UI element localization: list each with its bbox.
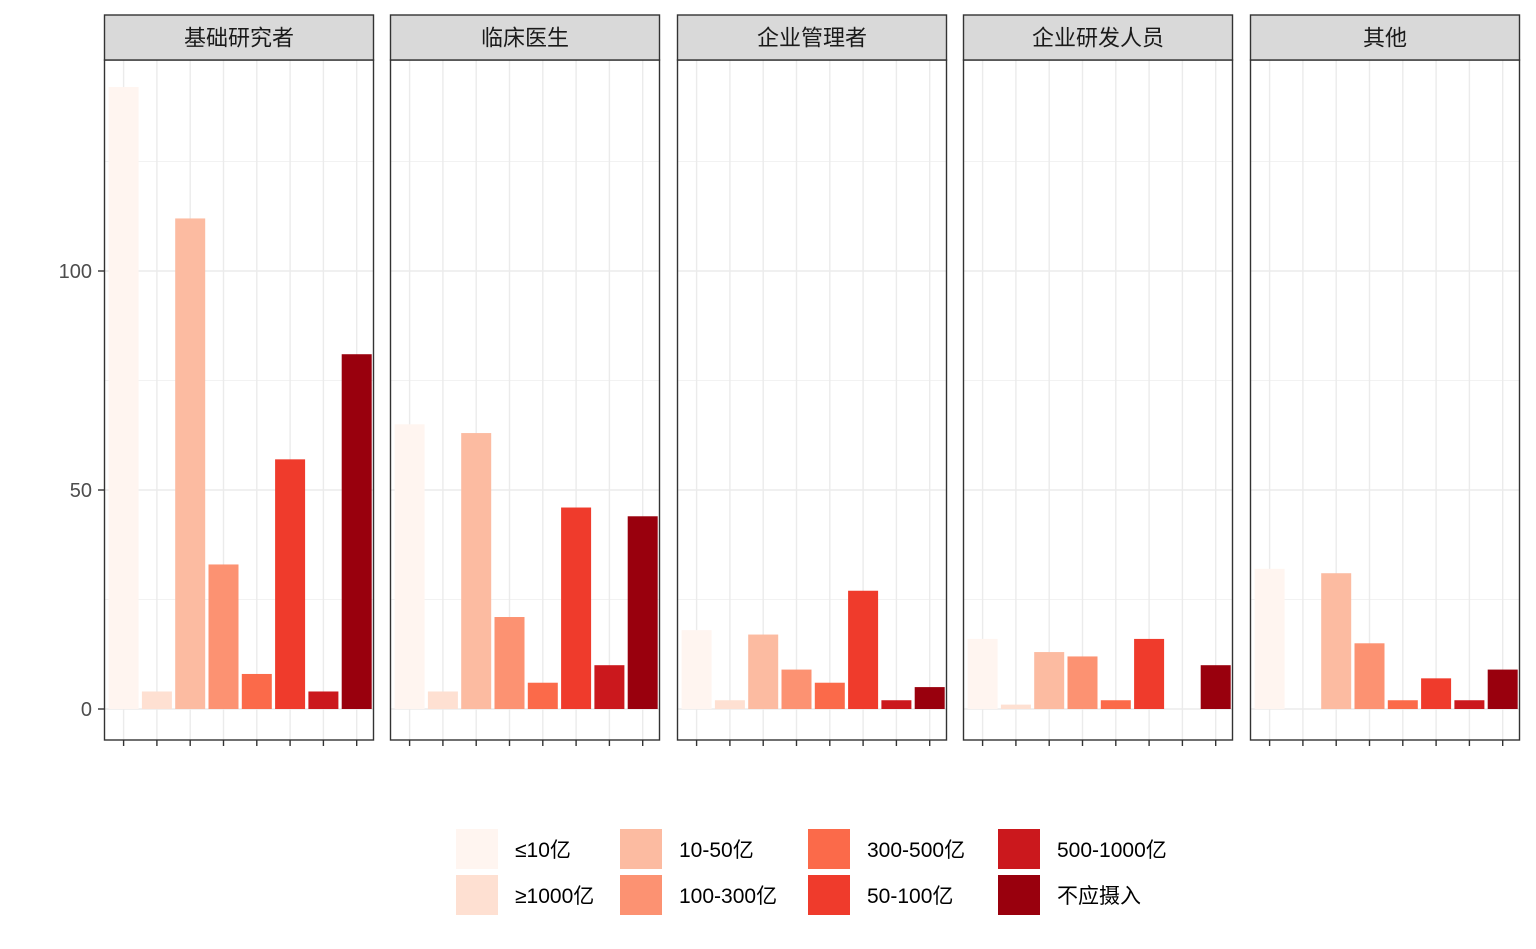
bar-3-2 xyxy=(714,700,745,709)
bar-4-8 xyxy=(1200,665,1231,709)
bar-1-3 xyxy=(175,218,206,709)
legend-key-1 xyxy=(456,829,498,869)
legend-label-1: ≤10亿 xyxy=(515,839,571,862)
bar-4-3 xyxy=(1034,652,1065,709)
panel-3: 企业管理者 xyxy=(676,14,948,746)
bar-5-5 xyxy=(1387,700,1418,709)
bar-3-7 xyxy=(881,700,912,709)
facet-title: 企业管理者 xyxy=(757,27,867,52)
facet-title: 其他 xyxy=(1363,27,1407,52)
panel-5: 其他 xyxy=(1249,14,1521,746)
facet-strip xyxy=(676,14,948,61)
bar-3-4 xyxy=(781,669,812,709)
bar-2-4 xyxy=(494,617,525,709)
y-tick-label: 100 xyxy=(59,261,92,283)
bar-3-8 xyxy=(914,687,945,709)
legend-label-3: 10-50亿 xyxy=(679,839,754,862)
bar-2-3 xyxy=(461,433,492,709)
facet-strip xyxy=(389,14,661,61)
panel-background xyxy=(963,60,1233,740)
bar-4-5 xyxy=(1100,700,1131,709)
panel-background xyxy=(390,60,660,740)
bar-2-2 xyxy=(427,691,458,709)
bar-1-6 xyxy=(275,459,306,709)
bar-1-2 xyxy=(141,691,172,709)
legend-label-5: 300-500亿 xyxy=(867,839,965,862)
bar-4-4 xyxy=(1067,656,1098,709)
legend-key-7 xyxy=(998,829,1040,869)
legend-label-4: 100-300亿 xyxy=(679,885,777,908)
facet-title: 临床医生 xyxy=(481,27,569,52)
legend-label-6: 50-100亿 xyxy=(867,885,953,908)
legend-label-2: ≥1000亿 xyxy=(515,885,594,908)
facet-title: 基础研究者 xyxy=(184,27,294,52)
facet-strip xyxy=(962,14,1234,61)
bar-5-8 xyxy=(1487,669,1518,709)
legend: ≤10亿 ≥1000亿 10-50亿 100-300亿 300-500亿 50-100亿 5… xyxy=(456,829,1167,915)
panel-background xyxy=(1250,60,1520,740)
bar-1-1 xyxy=(108,87,139,710)
bar-3-6 xyxy=(848,590,879,709)
y-tick-label: 0 xyxy=(81,699,92,721)
bar-2-1 xyxy=(394,424,425,709)
bar-1-5 xyxy=(241,673,272,709)
facet-title: 企业研发人员 xyxy=(1032,27,1164,52)
legend-key-4 xyxy=(620,875,662,915)
bar-4-2 xyxy=(1000,704,1031,709)
bar-2-8 xyxy=(627,516,658,709)
bar-5-3 xyxy=(1321,573,1352,709)
legend-label-7: 500-1000亿 xyxy=(1057,839,1167,862)
facet-strip xyxy=(1249,14,1521,61)
bar-1-4 xyxy=(208,564,239,709)
panel-background xyxy=(104,60,374,740)
facet-strip xyxy=(103,14,375,61)
bar-1-8 xyxy=(341,354,372,709)
bar-2-5 xyxy=(527,682,558,709)
bar-5-7 xyxy=(1454,700,1485,709)
legend-key-3 xyxy=(620,829,662,869)
bar-1-7 xyxy=(308,691,339,709)
y-tick-label: 50 xyxy=(70,480,92,502)
legend-label-8: 不应摄入 xyxy=(1057,885,1141,908)
bar-4-6 xyxy=(1134,638,1165,709)
legend-key-5 xyxy=(808,829,850,869)
bar-5-1 xyxy=(1254,568,1285,709)
bar-2-6 xyxy=(561,507,592,709)
bar-3-3 xyxy=(748,634,779,709)
bar-3-5 xyxy=(814,682,845,709)
bar-4-1 xyxy=(967,638,998,709)
legend-key-2 xyxy=(456,875,498,915)
panel-2: 临床医生 xyxy=(389,14,661,746)
bar-5-6 xyxy=(1421,678,1452,709)
panel-1: 基础研究者 xyxy=(103,14,375,746)
bar-2-7 xyxy=(594,665,625,709)
panel-background xyxy=(677,60,947,740)
panel-4: 企业研发人员 xyxy=(962,14,1234,746)
bar-5-4 xyxy=(1354,643,1385,709)
legend-key-8 xyxy=(998,875,1040,915)
bar-3-1 xyxy=(681,630,712,709)
legend-key-6 xyxy=(808,875,850,915)
